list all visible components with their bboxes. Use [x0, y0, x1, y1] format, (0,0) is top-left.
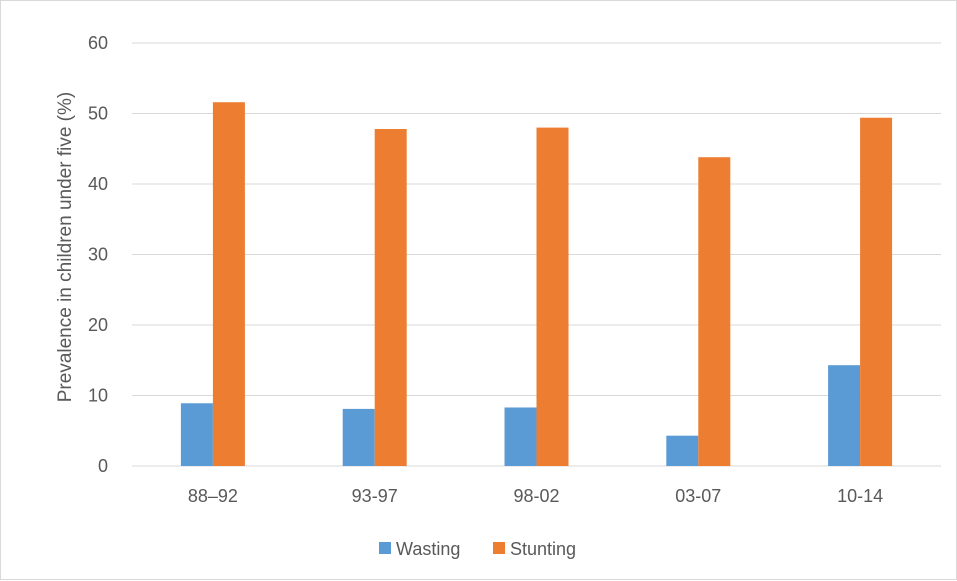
bar-stunting-4	[860, 117, 893, 466]
y-tick-label: 50	[88, 104, 108, 124]
x-axis-ticks: 88–92 93-97 98-02 03-07 10-14	[188, 486, 883, 506]
y-axis-title: Prevalence in children under five (%)	[55, 92, 76, 403]
y-tick-label: 60	[88, 33, 108, 53]
x-tick-label: 10-14	[837, 486, 883, 506]
y-axis-ticks: 0 10 20 30 40 50 60	[88, 33, 108, 476]
y-tick-label: 20	[88, 315, 108, 335]
bar-stunting-1	[374, 129, 407, 466]
y-tick-label: 30	[88, 245, 108, 265]
bar-wasting-3	[666, 435, 699, 466]
bars	[180, 102, 893, 466]
x-tick-label: 88–92	[188, 486, 238, 506]
bar-wasting-0	[180, 403, 213, 466]
legend-swatch-wasting	[379, 542, 391, 554]
y-tick-label: 0	[98, 456, 108, 476]
y-tick-label: 40	[88, 174, 108, 194]
legend: Wasting Stunting	[379, 539, 576, 559]
bar-wasting-4	[828, 365, 861, 466]
legend-label-wasting: Wasting	[396, 539, 460, 559]
y-tick-label: 10	[88, 386, 108, 406]
x-tick-label: 03-07	[675, 486, 721, 506]
x-tick-label: 98-02	[513, 486, 559, 506]
bar-stunting-0	[212, 102, 245, 466]
bar-wasting-2	[504, 407, 537, 466]
legend-label-stunting: Stunting	[510, 539, 576, 559]
x-tick-label: 93-97	[352, 486, 398, 506]
bar-wasting-1	[342, 408, 375, 466]
bar-stunting-3	[698, 157, 731, 466]
legend-swatch-stunting	[493, 542, 505, 554]
bar-stunting-2	[536, 127, 569, 466]
